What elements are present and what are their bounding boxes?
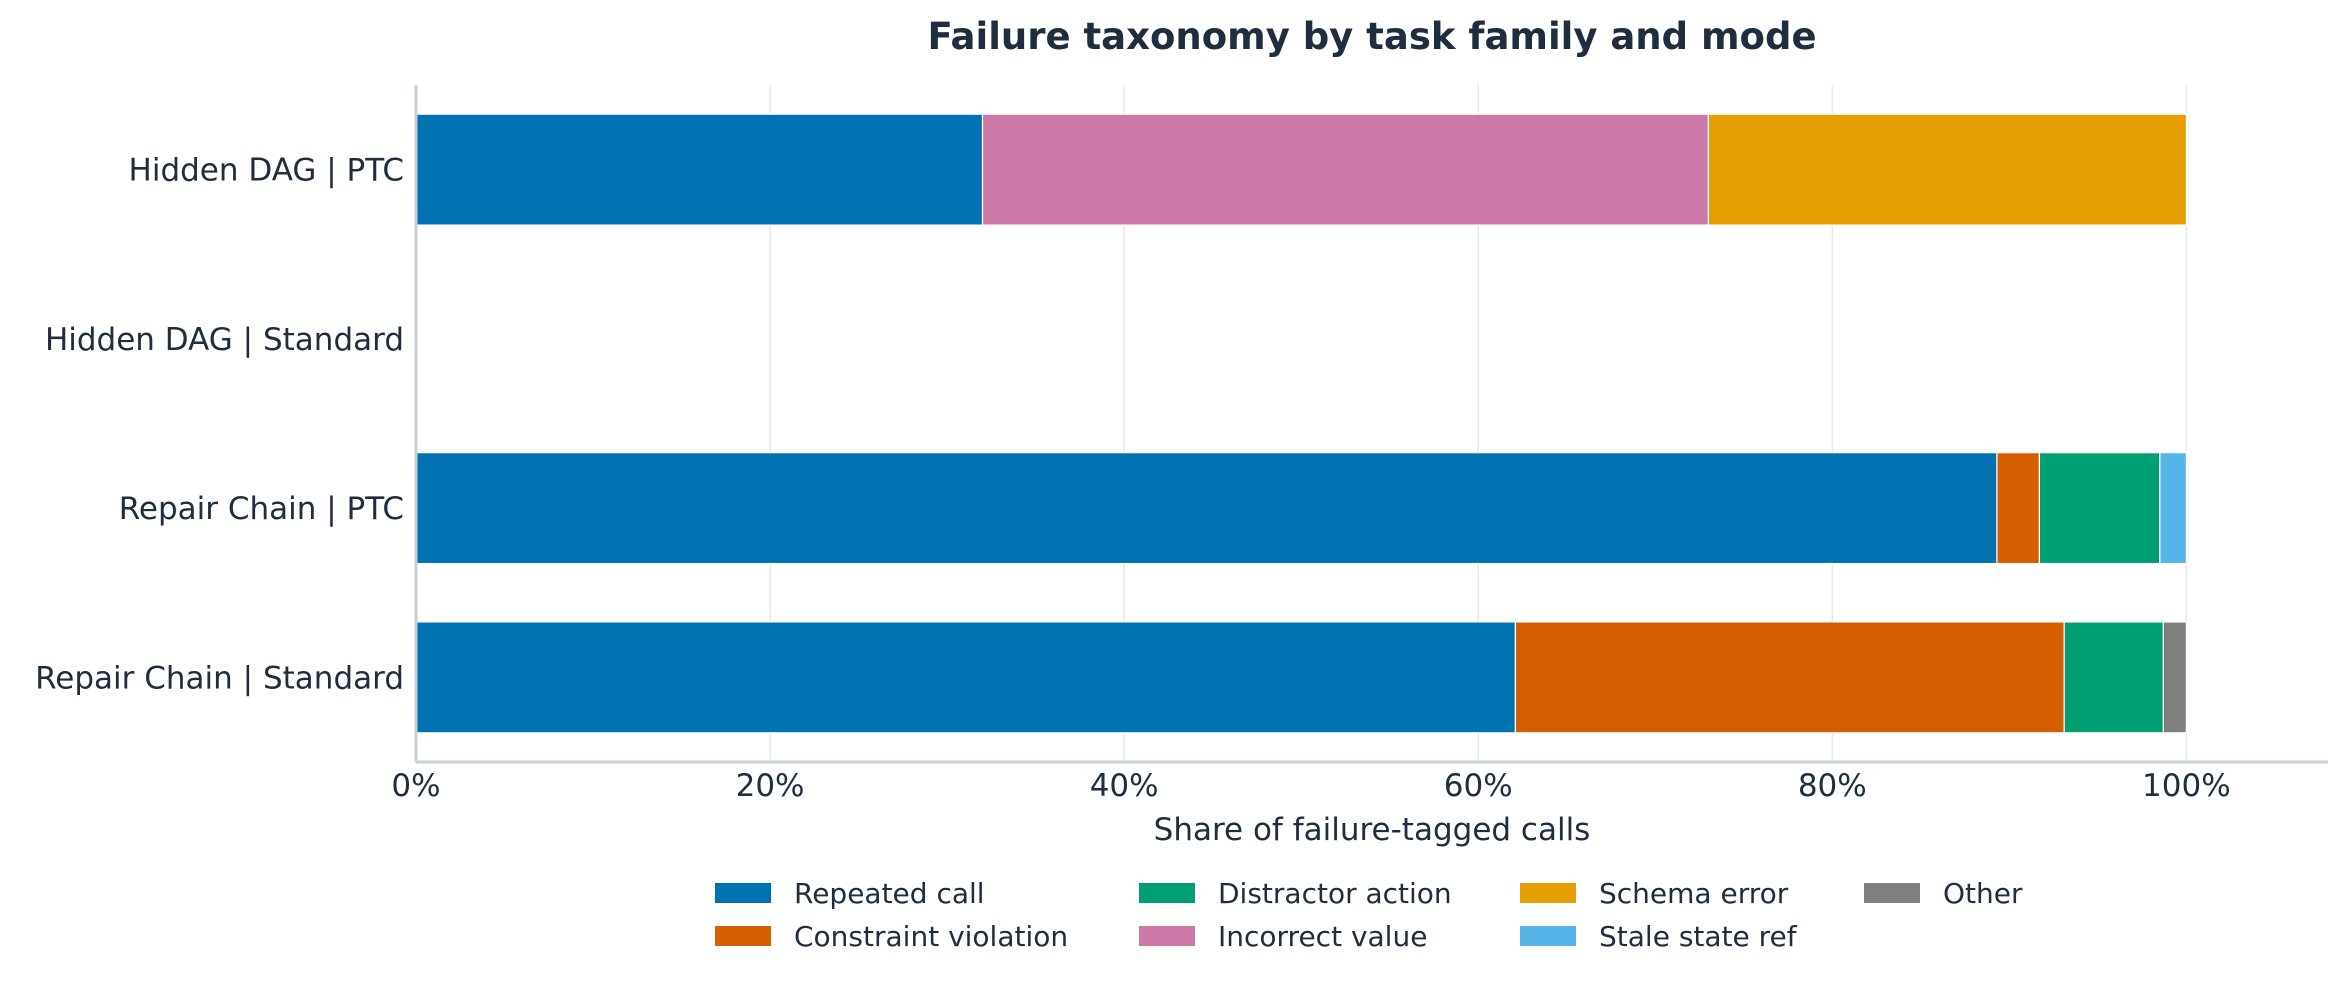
x-tick-label: 0% [391,768,440,804]
legend-swatch [1520,883,1576,903]
legend-label: Incorrect value [1218,920,1427,953]
x-tick-label: 20% [736,768,805,804]
legend-label: Schema error [1599,877,1789,910]
legend-swatch [1520,926,1576,946]
bar-segment [1707,113,2187,226]
y-tick-label: Repair Chain | PTC [119,491,404,527]
x-tick-labels: 0% 20% 40% 60% 80% 100% [391,768,2230,804]
bar-segment [981,113,1709,226]
bar-segment [2162,621,2187,734]
bar-segment [2063,621,2164,734]
y-tick-label: Hidden DAG | Standard [45,322,404,358]
y-tick-label: Hidden DAG | PTC [129,153,404,189]
y-tick-labels: Hidden DAG | PTC Hidden DAG | Standard Rep… [35,153,404,697]
chart-title: Failure taxonomy by task family and mode [927,15,1816,58]
x-tick-label: 100% [2142,768,2231,804]
bars [415,113,2187,734]
bar-segment [1514,621,2065,734]
legend-label: Distractor action [1218,877,1452,910]
y-tick-label: Repair Chain | Standard [35,660,404,696]
x-tick-label: 40% [1090,768,1159,804]
legend-swatch [715,926,771,946]
legend-swatch [1864,883,1920,903]
bar-segment [2038,452,2161,565]
axes [414,85,2328,764]
bar-segment [1996,452,2041,565]
legend-label: Constraint violation [794,920,1068,953]
bar-segment [415,452,1998,565]
legend: Repeated call Constraint violation Distrac… [715,877,2023,953]
legend-label: Repeated call [794,877,985,910]
bar-segment [2159,452,2187,565]
x-tick-label: 80% [1798,768,1867,804]
legend-swatch [1139,926,1195,946]
legend-label: Stale state ref [1599,920,1798,953]
legend-label: Other [1943,877,2023,910]
legend-swatch [715,883,771,903]
bar-segment [415,113,984,226]
x-tick-label: 60% [1444,768,1513,804]
x-axis-label: Share of failure-tagged calls [1154,812,1591,848]
legend-swatch [1139,883,1195,903]
bar-segment [415,621,1517,734]
